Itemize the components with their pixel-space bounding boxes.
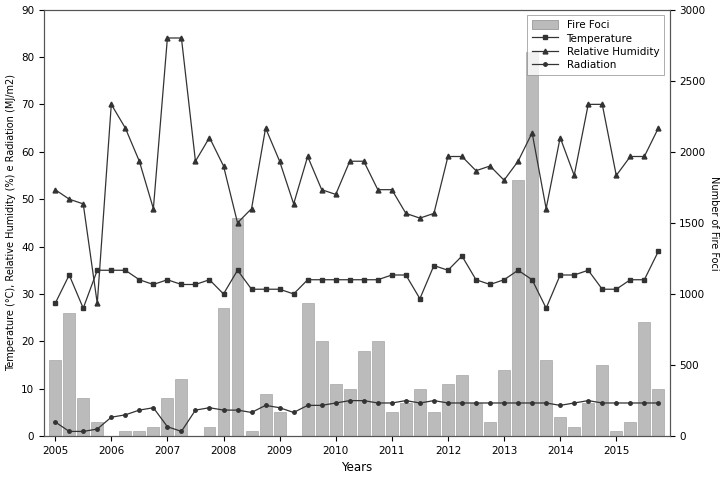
Bar xyxy=(204,427,215,436)
Bar xyxy=(316,341,328,436)
Bar xyxy=(639,323,650,436)
Bar xyxy=(610,432,622,436)
Bar xyxy=(231,218,244,436)
Bar xyxy=(652,389,664,436)
Bar xyxy=(218,308,230,436)
Bar xyxy=(540,360,552,436)
Bar xyxy=(386,412,398,436)
Bar xyxy=(372,341,384,436)
Bar xyxy=(133,432,145,436)
Bar xyxy=(470,403,482,436)
Bar xyxy=(484,422,496,436)
Bar xyxy=(512,180,524,436)
Bar xyxy=(147,427,160,436)
Bar xyxy=(596,365,608,436)
Bar xyxy=(526,52,538,436)
Bar xyxy=(63,313,75,436)
X-axis label: Years: Years xyxy=(341,461,373,474)
Bar xyxy=(273,412,286,436)
Bar xyxy=(49,360,61,436)
Bar xyxy=(175,379,187,436)
Y-axis label: Number of Fire Foci: Number of Fire Foci xyxy=(710,176,719,270)
Bar xyxy=(358,351,370,436)
Bar xyxy=(302,303,314,436)
Bar xyxy=(246,432,257,436)
Bar xyxy=(91,422,103,436)
Bar xyxy=(442,384,454,436)
Bar xyxy=(344,389,356,436)
Bar xyxy=(582,403,594,436)
Bar xyxy=(400,403,412,436)
Y-axis label: Temperature (°C), Relative Humidity (%) e Radiation (MJ/m2): Temperature (°C), Relative Humidity (%) … xyxy=(6,74,15,372)
Bar xyxy=(414,389,426,436)
Legend: Fire Foci, Temperature, Relative Humidity, Radiation: Fire Foci, Temperature, Relative Humidit… xyxy=(527,15,664,75)
Bar xyxy=(554,417,566,436)
Bar xyxy=(260,394,272,436)
Bar xyxy=(428,412,440,436)
Bar xyxy=(456,374,468,436)
Bar xyxy=(624,422,637,436)
Bar xyxy=(568,427,580,436)
Bar xyxy=(498,370,510,436)
Bar xyxy=(78,398,89,436)
Bar xyxy=(120,432,131,436)
Bar xyxy=(162,398,173,436)
Bar xyxy=(330,384,341,436)
